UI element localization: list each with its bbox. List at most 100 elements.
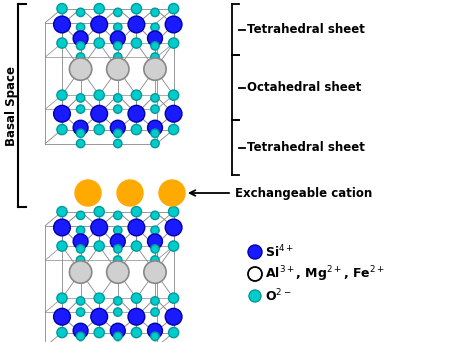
Circle shape <box>128 308 145 325</box>
Circle shape <box>168 207 179 217</box>
Circle shape <box>114 23 122 31</box>
Circle shape <box>76 8 85 16</box>
Circle shape <box>151 256 159 264</box>
Circle shape <box>248 245 262 259</box>
Circle shape <box>117 180 143 206</box>
Text: Si$^{4+}$: Si$^{4+}$ <box>265 244 294 260</box>
Circle shape <box>151 308 159 316</box>
Circle shape <box>91 16 108 33</box>
Circle shape <box>114 256 122 264</box>
Text: Octahedral sheet: Octahedral sheet <box>247 81 361 94</box>
Circle shape <box>76 105 85 113</box>
Circle shape <box>168 90 179 100</box>
Circle shape <box>151 139 159 148</box>
Circle shape <box>168 124 179 135</box>
Circle shape <box>91 105 108 122</box>
Circle shape <box>114 226 122 234</box>
Circle shape <box>168 38 179 48</box>
Circle shape <box>91 219 108 236</box>
Circle shape <box>110 234 125 249</box>
Circle shape <box>165 219 182 236</box>
Circle shape <box>76 308 85 316</box>
Circle shape <box>248 267 262 281</box>
Circle shape <box>147 234 163 249</box>
Circle shape <box>131 207 142 217</box>
Circle shape <box>76 245 85 253</box>
Circle shape <box>110 120 125 135</box>
Circle shape <box>94 293 104 303</box>
Circle shape <box>114 105 122 113</box>
Circle shape <box>131 124 142 135</box>
Circle shape <box>94 3 104 14</box>
Circle shape <box>94 207 104 217</box>
Text: Tetrahedral sheet: Tetrahedral sheet <box>247 23 365 36</box>
Text: Basal Space: Basal Space <box>6 66 18 145</box>
Circle shape <box>151 297 159 305</box>
Circle shape <box>114 42 122 50</box>
Circle shape <box>249 290 261 302</box>
Circle shape <box>76 94 85 102</box>
Circle shape <box>151 211 159 220</box>
Circle shape <box>151 94 159 102</box>
Circle shape <box>159 180 185 206</box>
Circle shape <box>76 256 85 264</box>
Text: Exchangeable cation: Exchangeable cation <box>235 186 372 199</box>
Circle shape <box>73 234 88 249</box>
Circle shape <box>57 293 67 303</box>
Circle shape <box>76 332 85 340</box>
Circle shape <box>76 23 85 31</box>
Circle shape <box>131 293 142 303</box>
Circle shape <box>76 139 85 148</box>
Circle shape <box>131 90 142 100</box>
Circle shape <box>165 16 182 33</box>
Circle shape <box>147 323 163 338</box>
Circle shape <box>114 129 122 137</box>
Circle shape <box>76 297 85 305</box>
Circle shape <box>151 42 159 50</box>
Circle shape <box>94 241 104 251</box>
Circle shape <box>147 31 163 46</box>
Circle shape <box>151 226 159 234</box>
Circle shape <box>54 16 70 33</box>
Circle shape <box>131 327 142 338</box>
Circle shape <box>107 58 129 80</box>
Circle shape <box>57 38 67 48</box>
Circle shape <box>76 42 85 50</box>
Circle shape <box>110 323 125 338</box>
Circle shape <box>54 308 70 325</box>
Circle shape <box>94 90 104 100</box>
Text: Al$^{3+}$, Mg$^{2+}$, Fe$^{2+}$: Al$^{3+}$, Mg$^{2+}$, Fe$^{2+}$ <box>265 264 385 284</box>
Circle shape <box>128 219 145 236</box>
Circle shape <box>114 211 122 220</box>
Circle shape <box>54 105 70 122</box>
Text: O$^{2-}$: O$^{2-}$ <box>265 288 292 304</box>
Circle shape <box>131 38 142 48</box>
Circle shape <box>76 226 85 234</box>
Circle shape <box>75 180 101 206</box>
Circle shape <box>151 53 159 61</box>
Circle shape <box>57 90 67 100</box>
Circle shape <box>131 3 142 14</box>
Circle shape <box>73 323 88 338</box>
Circle shape <box>57 124 67 135</box>
Circle shape <box>94 327 104 338</box>
Circle shape <box>144 261 166 283</box>
Circle shape <box>128 105 145 122</box>
Circle shape <box>114 297 122 305</box>
Circle shape <box>168 3 179 14</box>
Circle shape <box>114 308 122 316</box>
Circle shape <box>76 53 85 61</box>
Circle shape <box>110 31 125 46</box>
Circle shape <box>151 332 159 340</box>
Circle shape <box>151 105 159 113</box>
Circle shape <box>94 38 104 48</box>
Circle shape <box>91 308 108 325</box>
Circle shape <box>165 105 182 122</box>
Circle shape <box>73 31 88 46</box>
Circle shape <box>151 8 159 16</box>
Circle shape <box>54 219 70 236</box>
Circle shape <box>168 327 179 338</box>
Circle shape <box>94 124 104 135</box>
Circle shape <box>57 207 67 217</box>
Circle shape <box>107 261 129 283</box>
